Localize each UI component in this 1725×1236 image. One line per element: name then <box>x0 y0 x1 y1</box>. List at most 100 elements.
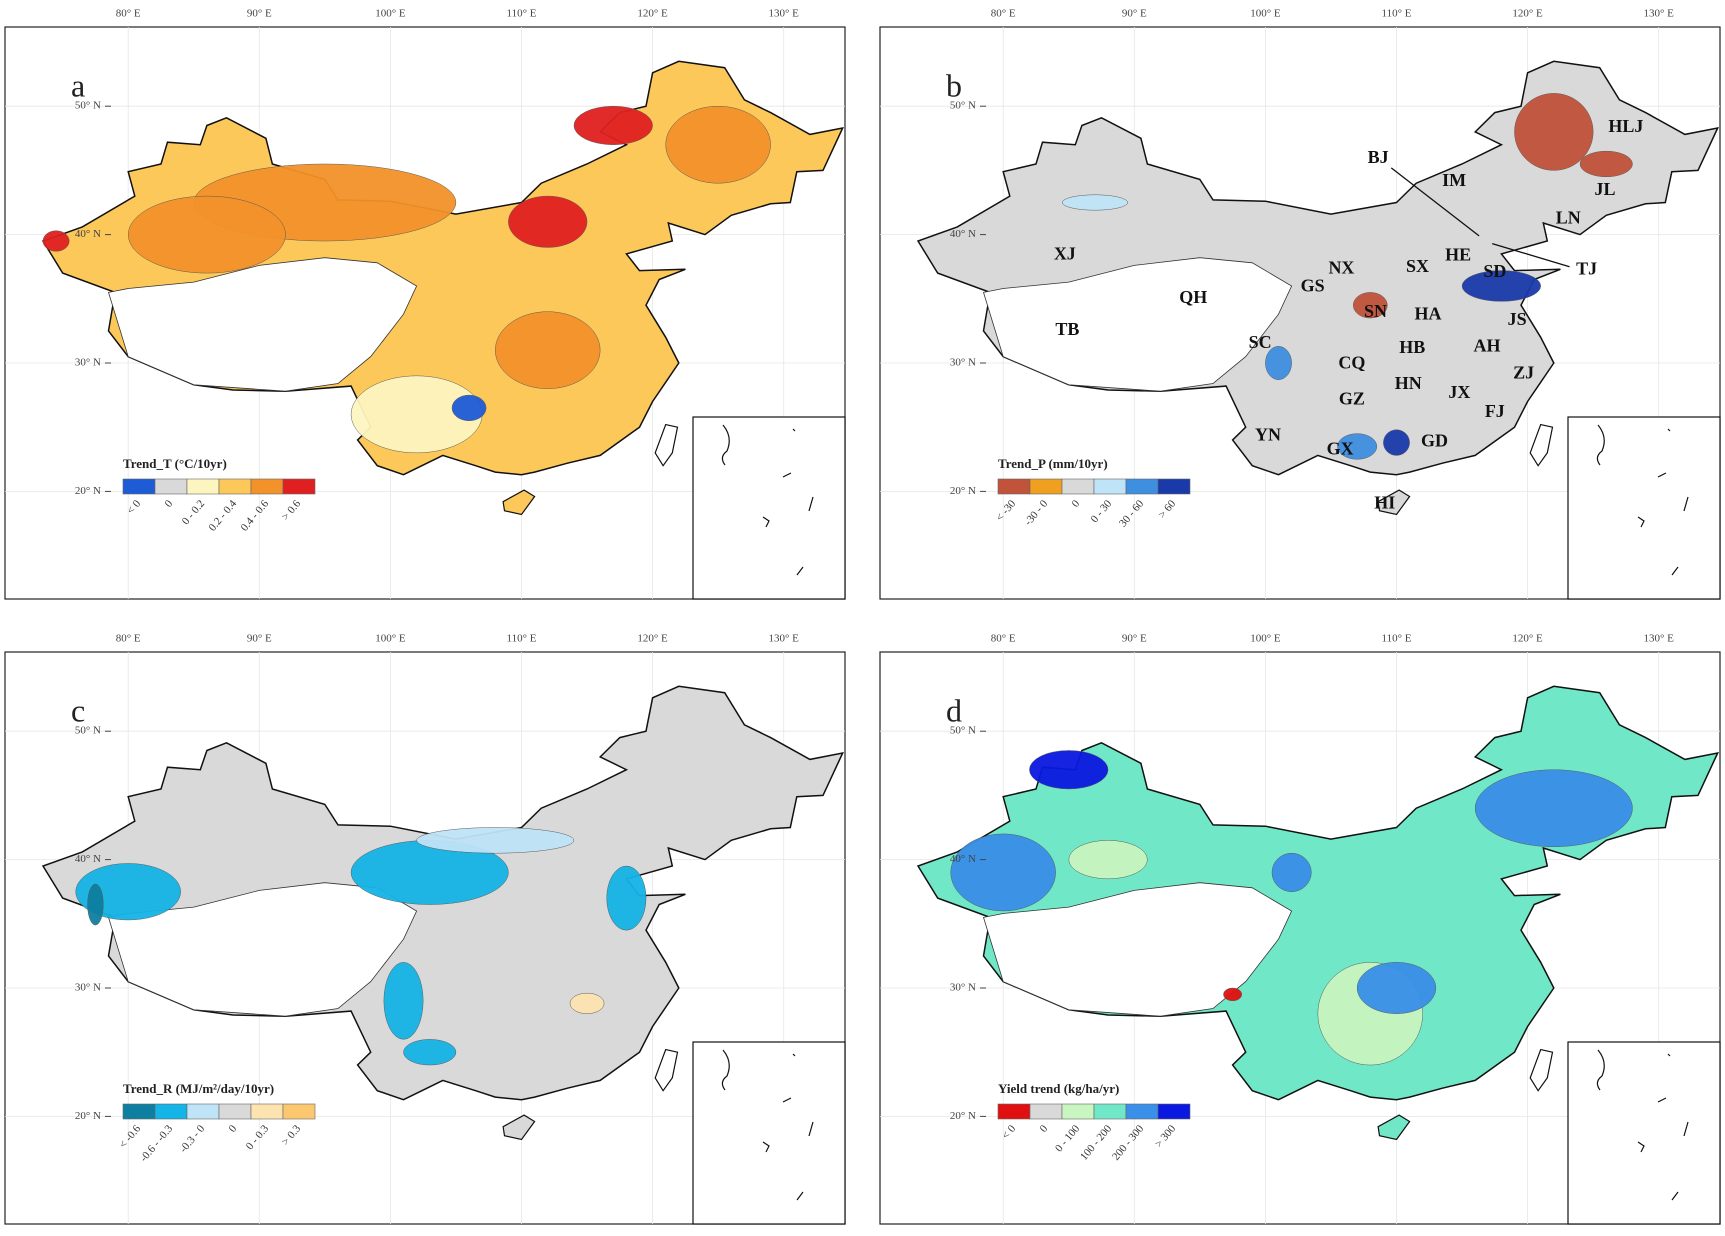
region <box>42 230 70 252</box>
legend-title: Trend_P (mm/10yr) <box>998 456 1108 471</box>
legend-title: Yield trend (kg/ha/yr) <box>998 1081 1119 1096</box>
lon-tick-label: 80° E <box>991 8 1016 20</box>
lon-tick-label: 90° E <box>1122 633 1147 645</box>
region <box>508 195 588 248</box>
province-label: SX <box>1406 256 1429 276</box>
lon-tick-label: 130° E <box>1644 633 1675 645</box>
province-label: XJ <box>1054 243 1076 263</box>
leader-line <box>1492 242 1570 268</box>
inset-frame <box>692 1041 846 1225</box>
region <box>950 833 1056 912</box>
region <box>1579 150 1633 178</box>
legend-swatch <box>186 1103 220 1120</box>
legend-title: Trend_T (°C/10yr) <box>123 456 227 471</box>
region <box>1461 270 1541 302</box>
province-label: HB <box>1399 337 1425 357</box>
map-area <box>880 652 1720 1224</box>
lon-tick-label: 90° E <box>247 8 272 20</box>
region <box>127 195 286 274</box>
legend-title: Trend_R (MJ/m²/day/10yr) <box>123 1081 274 1096</box>
province-label: TJ <box>1576 259 1597 279</box>
island <box>502 1114 536 1141</box>
lat-tick-label: 20° N <box>950 1110 976 1122</box>
province-label: IM <box>1442 170 1466 190</box>
legend-swatch <box>154 478 188 495</box>
lon-tick-label: 110° E <box>507 633 537 645</box>
region <box>1356 962 1437 1014</box>
province-label: HA <box>1414 304 1441 324</box>
legend-swatch <box>122 478 156 495</box>
lon-tick-label: 130° E <box>1644 8 1675 20</box>
lon-tick-label: 130° E <box>769 633 800 645</box>
region <box>1383 429 1410 456</box>
province-label: HI <box>1374 492 1395 512</box>
province-label: CQ <box>1338 352 1365 372</box>
panel-letter: b <box>946 67 962 103</box>
legend-swatch <box>250 1103 284 1120</box>
region <box>1337 433 1378 460</box>
legend-swatch <box>218 478 252 495</box>
lat-tick-label: 20° N <box>75 1110 101 1122</box>
island <box>1377 1114 1411 1141</box>
province-label: GX <box>1327 438 1354 458</box>
province-label: JS <box>1508 309 1527 329</box>
legend-swatch <box>186 478 220 495</box>
map-area <box>5 27 845 599</box>
legend-swatch <box>282 478 316 495</box>
region <box>416 827 575 854</box>
region <box>1265 346 1292 380</box>
island <box>1529 423 1554 467</box>
region <box>1068 840 1148 880</box>
lon-tick-label: 100° E <box>1250 633 1281 645</box>
lat-tick-label: 40° N <box>950 228 976 240</box>
province-label: GS <box>1301 275 1325 295</box>
lon-tick-label: 110° E <box>1382 633 1412 645</box>
island <box>1529 1048 1554 1092</box>
province-label: YN <box>1255 424 1281 444</box>
lon-tick-label: 80° E <box>116 8 141 20</box>
island <box>502 489 536 516</box>
legend-swatch <box>218 1103 252 1120</box>
legend-swatch <box>997 478 1031 495</box>
province-label: LN <box>1556 207 1581 227</box>
inset-coast <box>1596 1049 1689 1201</box>
legend-swatch <box>1029 478 1063 495</box>
region <box>1514 93 1594 171</box>
region <box>1271 852 1312 892</box>
island <box>654 423 679 467</box>
legend-swatch <box>997 1103 1031 1120</box>
lon-tick-label: 110° E <box>1382 8 1412 20</box>
legend-swatch <box>1061 1103 1095 1120</box>
province-label: JL <box>1594 179 1615 199</box>
legend-swatch <box>122 1103 156 1120</box>
lat-tick-label: 20° N <box>75 485 101 497</box>
lon-tick-label: 100° E <box>1250 8 1281 20</box>
region <box>569 992 605 1014</box>
region <box>665 105 771 184</box>
map-area <box>5 652 845 1224</box>
map-panel: 80° E 90° E 100° E 110° E 120° E 130° E 20° N 3… <box>879 633 1721 1225</box>
lat-tick-label: 50° N <box>950 100 976 112</box>
province-label: GZ <box>1339 388 1365 408</box>
region <box>495 311 601 389</box>
lat-tick-label: 40° N <box>75 853 101 865</box>
map-panel: 80° E 90° E 100° E 110° E 120° E 130° E 20° N 3… <box>4 633 846 1225</box>
lat-tick-label: 40° N <box>950 853 976 865</box>
legend-swatch <box>1061 478 1095 495</box>
province-label: AH <box>1473 336 1500 356</box>
lat-tick-label: 50° N <box>75 100 101 112</box>
lat-tick-label: 50° N <box>950 725 976 737</box>
province-label: HLJ <box>1608 116 1643 136</box>
province-label: FJ <box>1485 401 1505 421</box>
no-data-region <box>107 882 418 1017</box>
lon-tick-label: 100° E <box>375 633 406 645</box>
map-panel: 80° E 90° E 100° E 110° E 120° E 130° E 20° N 3… <box>4 8 846 600</box>
region <box>383 962 424 1040</box>
province-label: HN <box>1395 373 1422 393</box>
legend-swatch <box>282 1103 316 1120</box>
panel-letter: a <box>71 67 85 103</box>
region <box>1223 987 1243 1002</box>
